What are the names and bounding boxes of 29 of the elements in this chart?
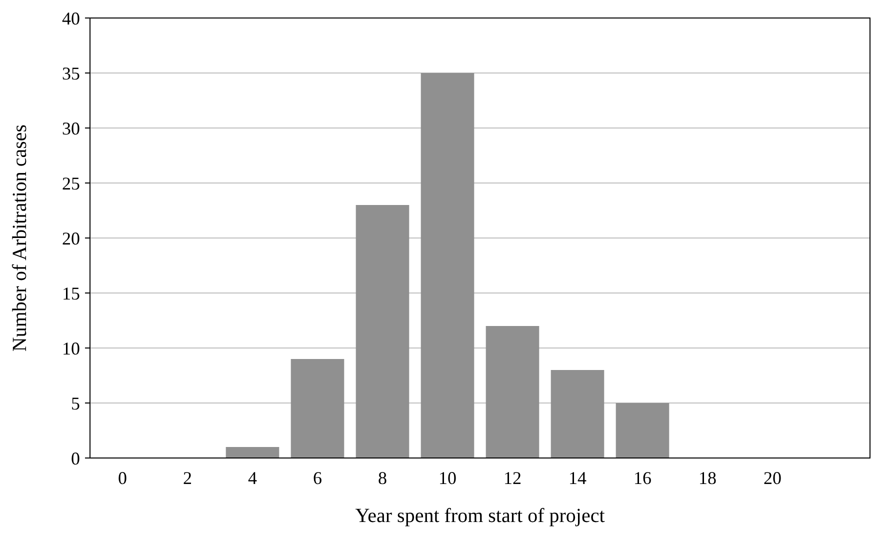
y-tick-label: 15 [62,283,80,304]
bar [486,326,540,458]
y-tick-label: 40 [62,8,80,28]
y-tick-label: 30 [62,118,80,138]
y-tick-label: 10 [62,338,80,358]
bar [420,73,474,458]
y-tick-label: 0 [71,448,80,468]
bar [550,370,604,458]
bar [226,447,280,458]
x-axis-title: Year spent from start of project [355,505,606,527]
y-tick-label: 35 [62,63,80,84]
x-tick-label: 8 [378,468,387,488]
y-axis-title: Number of Arbitration cases [9,124,31,352]
bar [356,205,410,458]
x-tick-label: 18 [698,468,716,488]
x-tick-label: 6 [313,468,322,488]
bar [290,359,344,458]
x-tick-label: 14 [568,468,586,488]
y-tick-label: 20 [62,228,80,248]
x-tick-label: 2 [183,468,192,488]
x-tick-label: 10 [438,468,456,488]
y-tick-label: 25 [62,173,80,194]
x-tick-label: 4 [248,468,257,488]
y-tick-label: 5 [71,393,80,414]
bar [616,403,670,458]
x-tick-label: 0 [118,468,127,488]
x-tick-label: 20 [764,468,782,488]
x-tick-label: 16 [634,468,652,488]
x-tick-label: 12 [504,468,522,488]
